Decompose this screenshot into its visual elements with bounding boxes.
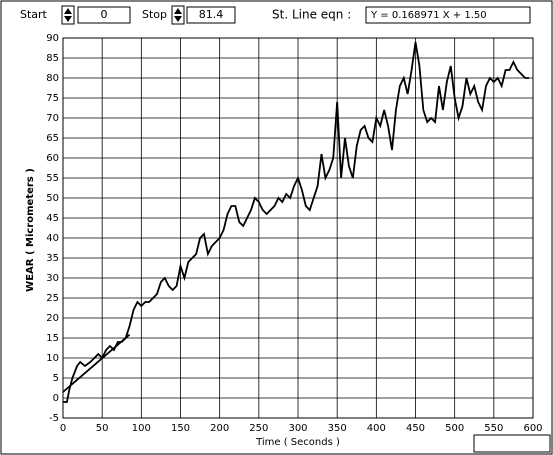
y-tick-label: 90 (46, 33, 59, 44)
status-box (473, 434, 551, 453)
equation-box (365, 6, 531, 24)
x-axis-label: Time ( Seconds ) (255, 437, 340, 448)
y-tick-label: 0 (53, 393, 59, 404)
y-tick-label: 50 (46, 193, 59, 204)
stop-spinner[interactable] (171, 5, 185, 25)
y-tick-label: 30 (46, 273, 59, 284)
start-input[interactable] (77, 6, 131, 24)
x-tick-label: 150 (171, 423, 190, 434)
x-tick-label: 350 (328, 423, 347, 434)
stop-label: Stop (142, 8, 167, 21)
y-tick-label: 55 (46, 173, 59, 184)
data-line (62, 333, 131, 393)
y-tick-label: 35 (46, 253, 59, 264)
x-tick-label: 450 (406, 423, 425, 434)
start-label: Start (20, 8, 48, 21)
y-tick-label: 10 (46, 353, 59, 364)
y-tick-label: 5 (53, 373, 59, 384)
y-tick-label: 80 (46, 73, 59, 84)
x-tick-label: 100 (132, 423, 151, 434)
y-tick-label: -5 (49, 413, 59, 424)
y-tick-label: 60 (46, 153, 59, 164)
y-tick-label: 25 (46, 293, 59, 304)
x-tick-label: 300 (288, 423, 307, 434)
data-line (63, 41, 530, 403)
start-spinner[interactable] (61, 5, 75, 25)
stop-value: 81.4 (199, 8, 224, 21)
x-tick-label: 50 (96, 423, 109, 434)
x-tick-label: 250 (249, 423, 268, 434)
y-tick-label: 40 (46, 233, 59, 244)
x-tick-label: 200 (210, 423, 229, 434)
equation: Y = 0.168971 X + 1.50 (370, 10, 487, 21)
y-tick-label: 65 (46, 133, 59, 144)
y-tick-label: 75 (46, 93, 59, 104)
stop-input[interactable] (186, 6, 236, 24)
x-tick-label: 500 (445, 423, 464, 434)
x-tick-label: 0 (60, 423, 66, 434)
start-value: 0 (101, 8, 108, 21)
y-tick-label: 45 (46, 213, 59, 224)
x-tick-label: 550 (484, 423, 503, 434)
x-tick-label: 400 (367, 423, 386, 434)
y-tick-label: 20 (46, 313, 59, 324)
y-tick-label: 70 (46, 113, 59, 124)
x-tick-label: 600 (523, 423, 542, 434)
y-tick-label: 15 (46, 333, 59, 344)
y-tick-label: 85 (46, 53, 59, 64)
y-axis-label: WEAR ( Micrometers ) (25, 168, 36, 292)
equation-label: St. Line eqn : (272, 8, 351, 22)
